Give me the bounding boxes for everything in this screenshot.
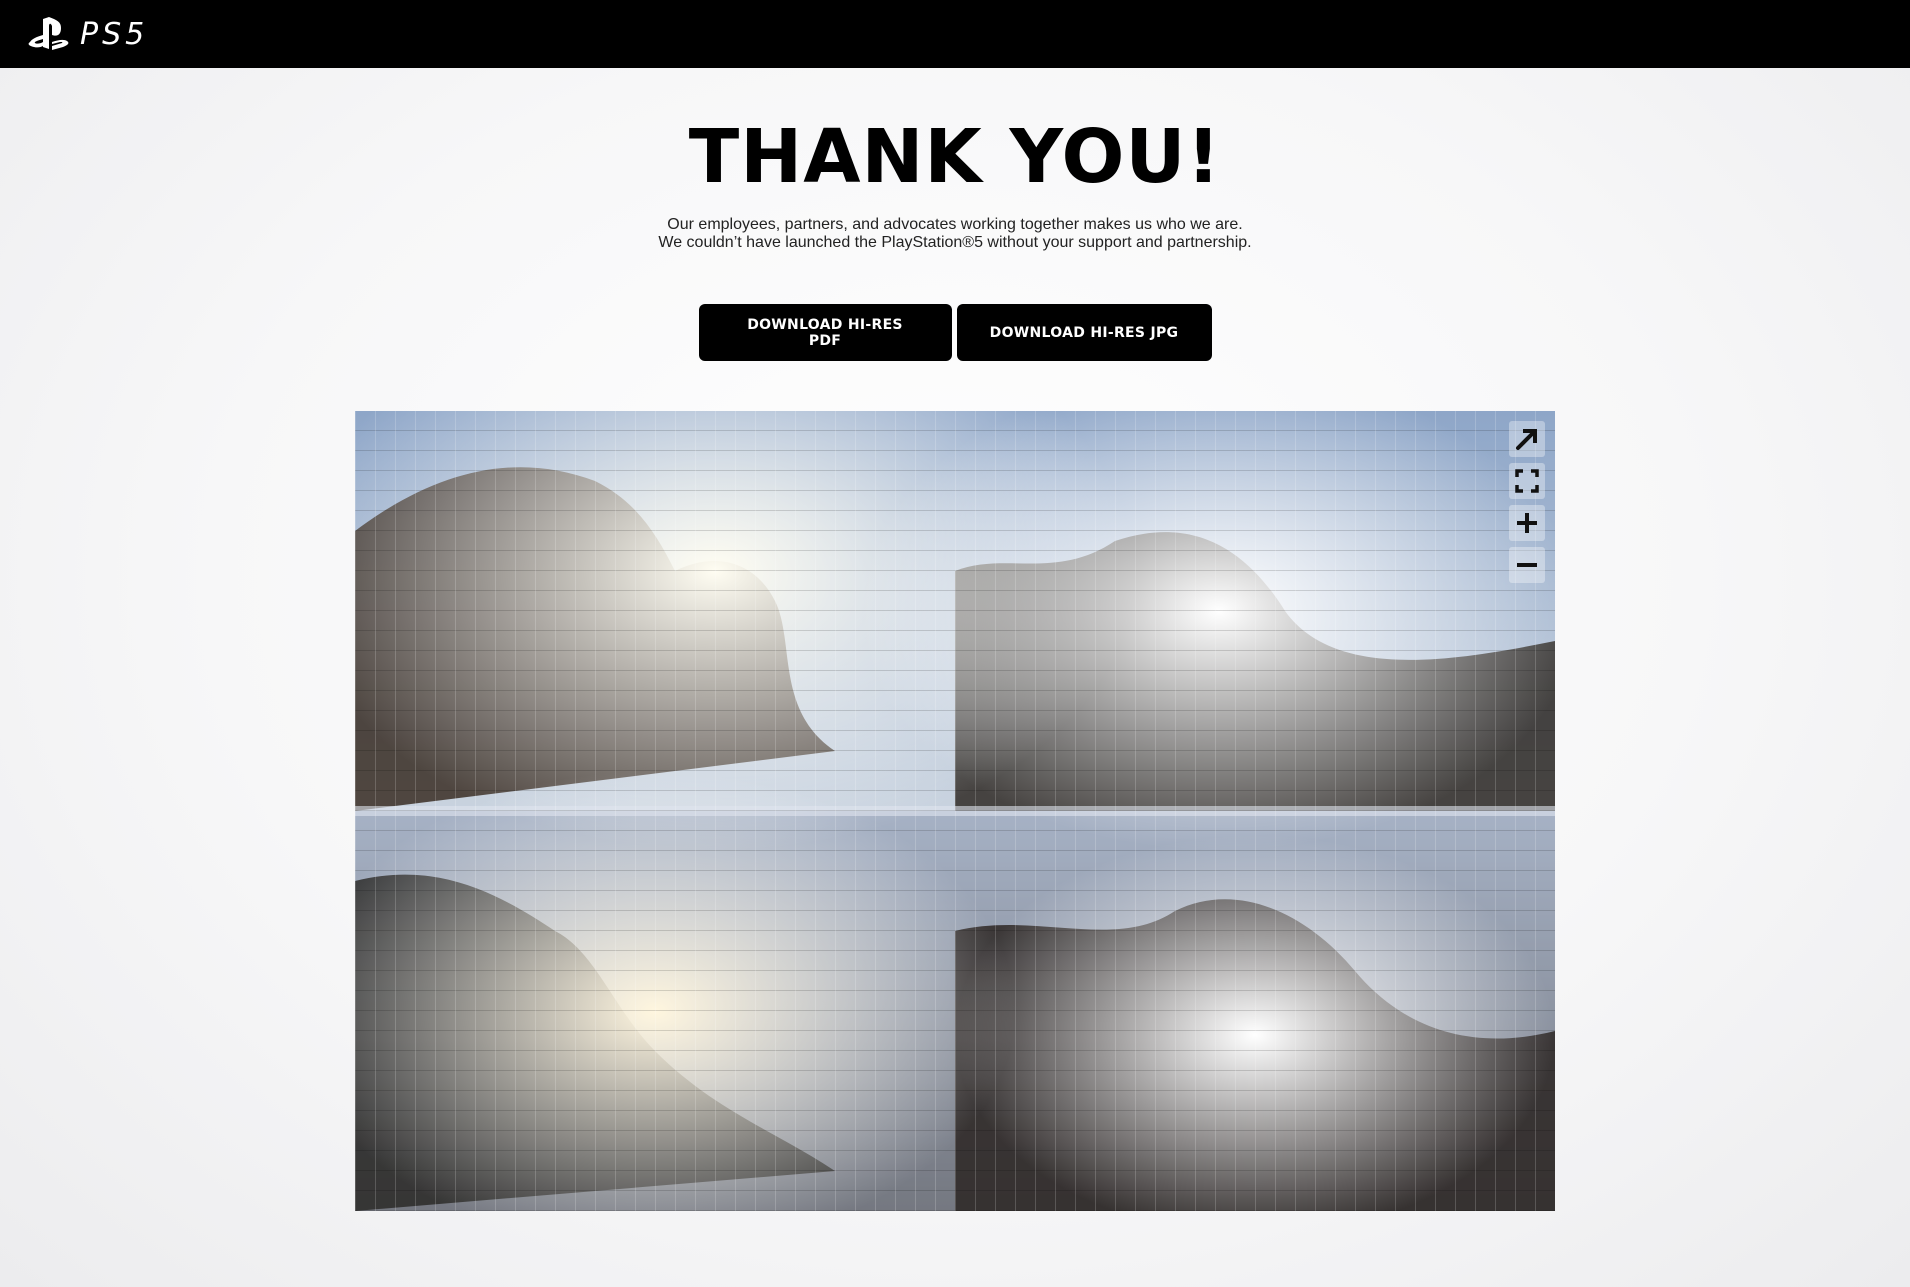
download-buttons: DOWNLOAD HI-RES PDF DOWNLOAD HI-RES JPG xyxy=(0,304,1910,361)
subtitle-line-1: Our employees, partners, and advocates w… xyxy=(667,216,1243,233)
ps5-logo[interactable]: PS5 xyxy=(28,12,148,56)
viewer-controls xyxy=(1509,421,1545,583)
download-pdf-button[interactable]: DOWNLOAD HI-RES PDF xyxy=(698,304,952,361)
mosaic-image xyxy=(355,411,1555,1211)
zoom-in-icon xyxy=(1517,513,1537,533)
subtitle-line-2: We couldn’t have launched the PlayStatio… xyxy=(658,234,1252,251)
zoom-out-control[interactable] xyxy=(1509,547,1545,583)
logo-text: PS5 xyxy=(80,16,149,52)
fullscreen-control[interactable] xyxy=(1509,463,1545,499)
top-bar: PS5 xyxy=(0,0,1910,68)
open-in-new-icon xyxy=(1516,429,1537,450)
photo-mosaic-viewer[interactable] xyxy=(355,411,1555,1211)
open-in-new-control[interactable] xyxy=(1509,421,1545,457)
download-jpg-button[interactable]: DOWNLOAD HI-RES JPG xyxy=(956,304,1212,361)
page-title: THANK YOU! xyxy=(688,114,1222,200)
playstation-icon xyxy=(28,17,69,50)
zoom-in-control[interactable] xyxy=(1509,505,1545,541)
fullscreen-icon xyxy=(1515,469,1539,493)
hero: THANK YOU! Our employees, partners, and … xyxy=(0,68,1910,252)
subtitle: Our employees, partners, and advocates w… xyxy=(0,216,1910,252)
zoom-out-icon xyxy=(1517,563,1537,567)
